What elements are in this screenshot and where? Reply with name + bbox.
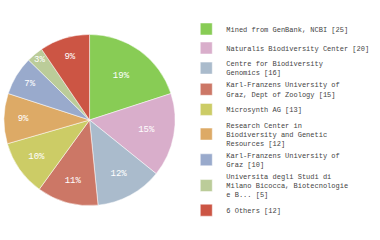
svg-text:19%: 19% <box>113 71 130 81</box>
svg-text:Universita degli Studi diMilan: Universita degli Studi diMilano Bicocca,… <box>226 173 348 199</box>
svg-text:10%: 10% <box>28 152 45 162</box>
svg-text:Karl-Franzens University ofGra: Karl-Franzens University ofGraz [10] <box>226 152 339 169</box>
svg-text:Naturalis Biodiversity Center: Naturalis Biodiversity Center [20] <box>226 45 369 53</box>
svg-text:Mined from GenBank, NCBI [25]: Mined from GenBank, NCBI [25] <box>226 26 348 34</box>
svg-text:Centre for BiodiversityGenomic: Centre for BiodiversityGenomics [16] <box>226 60 323 77</box>
svg-text:9%: 9% <box>64 52 75 62</box>
svg-text:Karl-Franzens University ofGra: Karl-Franzens University ofGraz, Dept of… <box>226 81 339 98</box>
svg-text:12%: 12% <box>111 169 128 179</box>
svg-text:3%: 3% <box>34 55 45 65</box>
svg-text:15%: 15% <box>138 125 155 135</box>
svg-text:7%: 7% <box>24 79 35 89</box>
svg-text:11%: 11% <box>65 176 82 186</box>
svg-text:Microsynth AG [13]: Microsynth AG [13] <box>226 106 302 114</box>
svg-text:Research Center inBiodiversity: Research Center inBiodiversity and Genet… <box>226 122 327 148</box>
svg-text:9%: 9% <box>18 114 29 124</box>
svg-text:6 Others [12]: 6 Others [12] <box>226 207 281 215</box>
